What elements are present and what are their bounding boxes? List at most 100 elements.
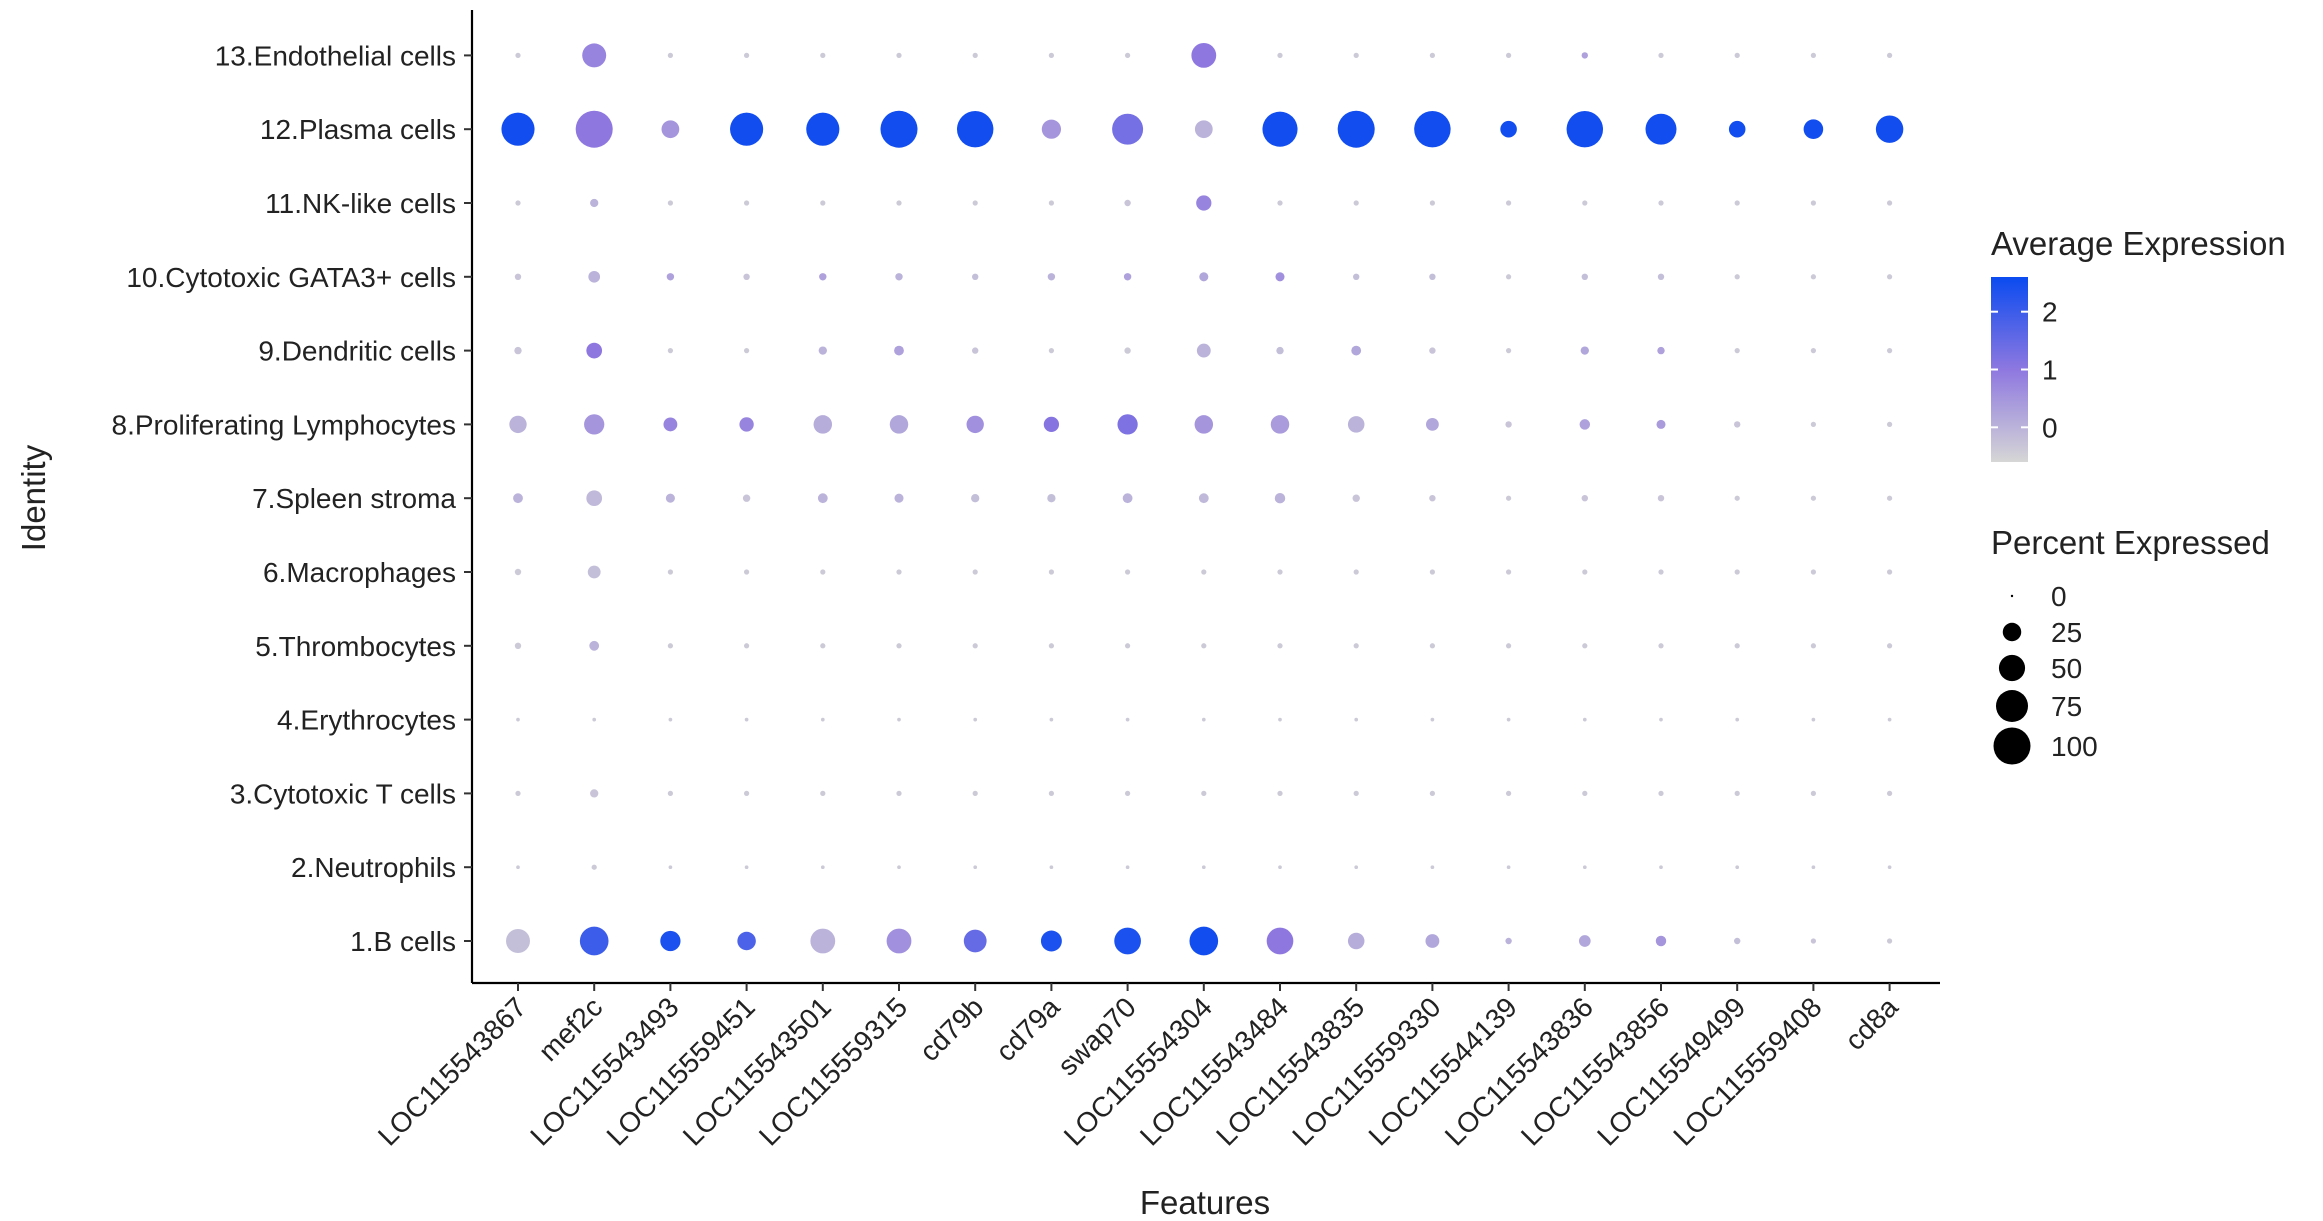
size-legend: Percent Expressed 0 25 50 75 100 xyxy=(1991,524,2270,765)
y-tick-label: 4.Erythrocytes xyxy=(277,705,456,736)
dot xyxy=(1354,865,1359,870)
dot xyxy=(1810,200,1817,206)
dot xyxy=(896,643,902,649)
dot xyxy=(1189,926,1219,956)
dot xyxy=(1734,937,1741,945)
dot xyxy=(1582,643,1588,649)
dot xyxy=(1276,346,1284,355)
dot xyxy=(1347,416,1365,433)
dot xyxy=(1047,494,1056,503)
dot xyxy=(1048,790,1055,797)
dot xyxy=(1886,495,1893,501)
dot xyxy=(1505,790,1512,797)
dot xyxy=(666,273,675,281)
dot xyxy=(1734,790,1740,797)
dot xyxy=(1414,110,1451,148)
dot xyxy=(1810,495,1817,501)
dot xyxy=(1657,495,1665,502)
dot xyxy=(1196,195,1212,211)
dot xyxy=(1505,52,1512,59)
dot xyxy=(1048,569,1055,575)
dot xyxy=(660,930,681,952)
dot xyxy=(1278,717,1282,722)
dot xyxy=(1734,643,1740,649)
dot xyxy=(820,865,825,870)
dot xyxy=(1048,200,1055,206)
dot xyxy=(1506,865,1511,870)
dot xyxy=(1582,200,1588,206)
dot xyxy=(1266,927,1294,955)
dot xyxy=(1277,643,1283,649)
dot xyxy=(1582,717,1587,722)
dot xyxy=(509,415,527,434)
dot xyxy=(1352,494,1360,502)
dot xyxy=(590,789,599,798)
dot xyxy=(1429,52,1436,59)
dot xyxy=(972,273,979,280)
x-tick-label: LOC115543867 xyxy=(372,991,532,1151)
dot xyxy=(1277,52,1283,59)
dot xyxy=(739,417,754,432)
y-tick-label: 2.Neutrophils xyxy=(291,852,456,883)
dot xyxy=(1278,865,1282,870)
dot xyxy=(889,415,909,434)
size-legend-dot xyxy=(1993,727,2031,765)
dot xyxy=(1125,865,1130,870)
dot xyxy=(1430,865,1435,870)
dot xyxy=(744,717,749,722)
dot xyxy=(1505,643,1512,649)
dot xyxy=(667,790,674,797)
dot xyxy=(896,569,902,575)
dot xyxy=(1201,790,1207,797)
dot xyxy=(1048,52,1055,59)
dot xyxy=(1048,643,1055,649)
dot xyxy=(582,43,607,68)
dot xyxy=(579,926,609,956)
dot xyxy=(1429,273,1436,280)
dot xyxy=(896,200,902,206)
dot xyxy=(1578,935,1591,947)
dot xyxy=(1354,717,1359,722)
dot xyxy=(971,494,980,503)
y-axis: 1.B cells 2.Neutrophils 3.Cytotoxic T cell… xyxy=(112,10,474,983)
dot xyxy=(817,493,828,504)
dot xyxy=(1117,414,1138,435)
y-tick-label: 11.NK-like cells xyxy=(265,188,456,219)
dot xyxy=(897,717,901,722)
dot xyxy=(514,346,522,355)
dot xyxy=(820,643,826,649)
dot xyxy=(1124,347,1131,354)
dot xyxy=(1500,120,1517,138)
dot xyxy=(1655,935,1667,947)
size-legend-dot xyxy=(2002,622,2022,642)
dot xyxy=(516,865,520,870)
dot xyxy=(1658,790,1664,797)
dot xyxy=(1658,200,1664,206)
dot xyxy=(1429,569,1436,575)
dot xyxy=(515,790,521,797)
dot xyxy=(1658,569,1664,575)
dot xyxy=(1353,790,1359,797)
y-tick-label: 13.Endothelial cells xyxy=(215,40,456,71)
dot xyxy=(513,493,523,504)
size-legend-dot xyxy=(2010,594,2014,598)
dot xyxy=(810,928,836,954)
dot xyxy=(1656,419,1666,429)
dot xyxy=(1811,865,1816,870)
dot xyxy=(1040,930,1062,952)
dot xyxy=(1887,865,1892,870)
dot xyxy=(819,273,827,281)
dot xyxy=(1277,200,1283,206)
dot xyxy=(1201,643,1207,649)
x-tick-label: cd8a xyxy=(1839,991,1904,1056)
size-legend-dot xyxy=(1995,689,2029,723)
size-legend-label: 25 xyxy=(2051,617,2082,648)
dot xyxy=(1734,347,1740,354)
dot xyxy=(1425,417,1439,431)
dot xyxy=(1582,569,1588,575)
dot xyxy=(1196,343,1211,358)
dot xyxy=(667,643,674,649)
dot xyxy=(896,52,902,59)
dot xyxy=(1735,717,1740,722)
x-axis: LOC115543867 mef2cLOC115543493LOC11555945… xyxy=(372,981,1940,1152)
